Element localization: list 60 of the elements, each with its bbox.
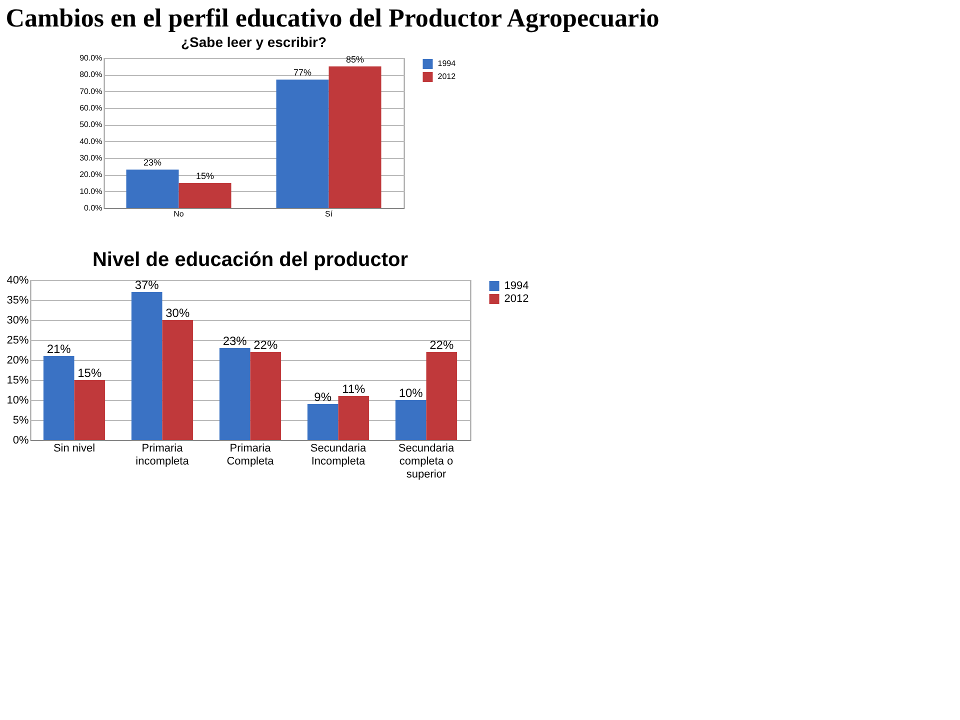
y-tick-label: 0% <box>12 434 29 446</box>
x-tick-label: Sí <box>324 210 334 218</box>
bar <box>74 380 106 440</box>
data-label: 11% <box>342 382 366 396</box>
chart-title: ¿Sabe leer y escribir? <box>180 34 327 50</box>
y-tick-label: 30% <box>6 314 29 326</box>
x-tick-label: Primaria incompleta <box>136 442 190 468</box>
y-tick-label: 15% <box>6 374 29 386</box>
legend-label: 2012 <box>438 72 456 81</box>
data-label: 23% <box>143 158 162 168</box>
bar <box>178 183 232 208</box>
bar <box>219 348 250 440</box>
data-label: 85% <box>346 54 364 64</box>
bar <box>43 356 74 440</box>
data-label: 30% <box>166 306 190 320</box>
y-tick-label: 30.0% <box>80 154 102 162</box>
data-label: 21% <box>46 342 72 356</box>
legend-label: 1994 <box>438 59 456 68</box>
data-label: 77% <box>293 68 312 78</box>
y-tick-label: 70.0% <box>80 86 102 96</box>
bar <box>131 292 162 440</box>
y-tick-label: 40% <box>6 274 29 286</box>
chart-title: Nivel de educación del productor <box>92 249 408 271</box>
data-label: 9% <box>314 390 332 404</box>
y-tick-label: 60.0% <box>80 104 102 112</box>
bar <box>276 80 329 208</box>
bar <box>162 320 194 440</box>
data-label: 22% <box>430 338 454 352</box>
bar <box>307 404 338 440</box>
legend-label: 1994 <box>504 280 529 292</box>
y-tick-label: 80.0% <box>80 70 102 80</box>
y-tick-label: 10.0% <box>80 186 102 196</box>
y-tick-label: 25% <box>6 334 29 346</box>
y-tick-label: 40.0% <box>80 136 102 146</box>
legend-label: 2012 <box>504 293 529 305</box>
x-tick-label: Sin nivel <box>53 442 96 454</box>
bar <box>338 396 370 440</box>
y-tick-label: 20.0% <box>80 170 102 180</box>
x-tick-label: Secundaria completa o superior <box>398 442 455 480</box>
x-tick-label: No <box>174 210 184 218</box>
y-tick-label: 90.0% <box>80 54 102 62</box>
data-label: 15% <box>196 171 214 181</box>
y-tick-label: 50.0% <box>80 120 102 130</box>
x-tick-label: Primaria Completa <box>226 442 275 468</box>
data-label: 22% <box>254 338 278 352</box>
text: Cambios en el perfil educativo del Productor Agropecuario <box>6 4 660 32</box>
data-label: 23% <box>222 334 248 348</box>
data-label: 10% <box>398 386 424 400</box>
y-tick-label: 0.0% <box>84 204 102 212</box>
x-tick-label: Secundaria Incompleta <box>310 442 367 468</box>
y-tick-label: 35% <box>6 294 29 306</box>
data-label: 37% <box>134 278 160 292</box>
bar <box>328 66 382 208</box>
bar <box>395 400 426 440</box>
bar <box>426 352 458 440</box>
y-tick-label: 20% <box>6 354 29 366</box>
y-tick-label: 10% <box>6 394 29 406</box>
y-tick-label: 5% <box>12 414 29 426</box>
bar <box>250 352 282 440</box>
bar <box>126 170 179 208</box>
